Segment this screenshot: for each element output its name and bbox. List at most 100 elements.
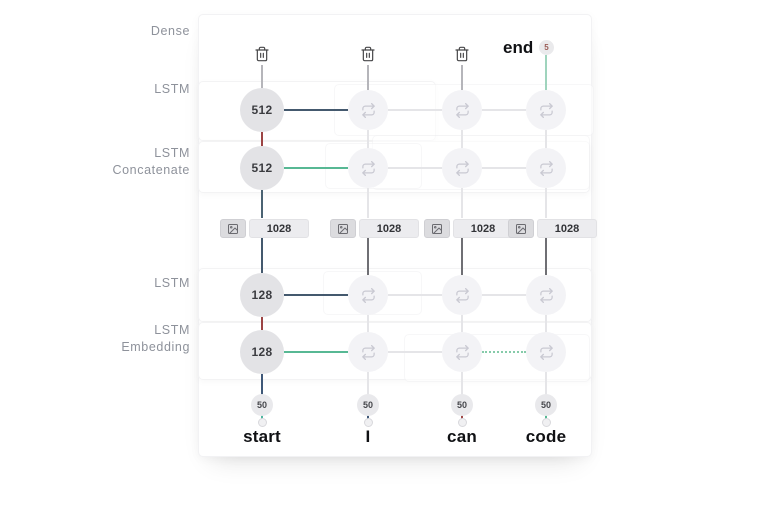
lstm-top-units-node[interactable]: 512 <box>240 88 284 132</box>
repeat-node[interactable] <box>348 148 388 188</box>
delete-column-2-button[interactable] <box>360 45 376 63</box>
repeat-icon <box>455 344 469 360</box>
connection-line <box>261 238 263 273</box>
repeat-node[interactable] <box>442 148 482 188</box>
connection-line <box>461 130 463 148</box>
connection-line <box>367 65 369 90</box>
repeat-node[interactable] <box>526 275 566 315</box>
repeat-node[interactable] <box>526 90 566 130</box>
connection-line <box>284 351 348 353</box>
connection-line <box>545 372 547 395</box>
layer-label-lstm-mid: LSTM <box>154 276 190 290</box>
connection-line <box>261 65 263 88</box>
repeat-icon <box>361 160 375 176</box>
embedding-units-node[interactable]: 128 <box>240 330 284 374</box>
connection-line <box>367 372 369 395</box>
connection-line <box>545 414 547 419</box>
layer-label-concat-1: LSTM <box>154 146 190 160</box>
layer-label-dense: Dense <box>150 24 190 38</box>
connection-line <box>388 351 442 353</box>
repeat-icon <box>361 102 375 118</box>
input-token-node[interactable] <box>542 418 551 427</box>
connection-line <box>545 130 547 148</box>
image-icon <box>338 223 348 234</box>
repeat-icon <box>361 287 375 303</box>
layer-label-embedding-2: Embedding <box>121 340 190 354</box>
repeat-icon <box>361 344 375 360</box>
dense-size-badge: 1028 <box>220 219 309 238</box>
input-word-1: start <box>243 427 281 446</box>
connection-line <box>261 374 263 395</box>
embedding-dim-node[interactable]: 50 <box>535 394 557 416</box>
connection-line <box>461 372 463 395</box>
image-icon[interactable] <box>508 219 534 238</box>
delete-column-1-button[interactable] <box>254 45 270 63</box>
embedding-dim-node[interactable]: 50 <box>357 394 379 416</box>
connection-line <box>261 190 263 218</box>
connection-line <box>461 188 463 218</box>
input-word-3: can <box>447 427 477 446</box>
repeat-node[interactable] <box>442 332 482 372</box>
connection-line <box>388 109 442 111</box>
connection-line <box>461 238 463 275</box>
repeat-icon <box>539 344 553 360</box>
input-word-2: I <box>365 427 371 446</box>
connection-line <box>545 315 547 332</box>
dense-size-value: 1028 <box>249 219 309 238</box>
repeat-icon <box>455 287 469 303</box>
layer-label-lstm-top: LSTM <box>154 82 190 96</box>
connection-line <box>367 414 369 419</box>
connection-line <box>388 294 442 296</box>
input-token-node[interactable] <box>458 418 467 427</box>
delete-column-3-button[interactable] <box>454 45 470 63</box>
connection-line <box>461 414 463 419</box>
connection-line <box>461 65 463 90</box>
trash-icon <box>255 46 269 62</box>
input-token-node[interactable] <box>364 418 373 427</box>
concat-units-node[interactable]: 512 <box>240 146 284 190</box>
connection-line <box>461 315 463 332</box>
connection-line <box>261 414 263 419</box>
connection-line <box>367 238 369 275</box>
connection-line <box>284 109 348 111</box>
image-icon[interactable] <box>220 219 246 238</box>
image-icon <box>228 223 238 234</box>
end-count-node[interactable]: 5 <box>539 40 554 55</box>
connection-line <box>261 132 263 146</box>
repeat-node[interactable] <box>348 332 388 372</box>
image-icon <box>432 223 442 234</box>
image-icon[interactable] <box>330 219 356 238</box>
repeat-node[interactable] <box>526 148 566 188</box>
trash-icon <box>361 46 375 62</box>
connection-line <box>367 188 369 218</box>
repeat-icon <box>539 160 553 176</box>
connection-line <box>284 294 348 296</box>
layer-label-embedding-1: LSTM <box>154 323 190 337</box>
lstm-mid-units-node[interactable]: 128 <box>240 273 284 317</box>
end-word-label: end <box>503 38 534 57</box>
image-icon[interactable] <box>424 219 450 238</box>
dense-size-badge: 1028 <box>424 219 513 238</box>
repeat-node[interactable] <box>348 275 388 315</box>
dense-size-value: 1028 <box>453 219 513 238</box>
connection-line <box>367 315 369 332</box>
repeat-node[interactable] <box>348 90 388 130</box>
connection-line <box>284 167 348 169</box>
embedding-dim-node[interactable]: 50 <box>451 394 473 416</box>
dense-size-value: 1028 <box>537 219 597 238</box>
connection-line <box>388 167 442 169</box>
repeat-node[interactable] <box>442 275 482 315</box>
connection-line <box>545 238 547 275</box>
input-token-node[interactable] <box>258 418 267 427</box>
connection-line <box>482 294 526 296</box>
repeat-icon <box>539 287 553 303</box>
repeat-icon <box>539 102 553 118</box>
trash-icon <box>455 46 469 62</box>
image-icon <box>516 223 526 234</box>
connection-line <box>545 55 547 90</box>
repeat-node[interactable] <box>442 90 482 130</box>
embedding-dim-node[interactable]: 50 <box>251 394 273 416</box>
repeat-node[interactable] <box>526 332 566 372</box>
layer-label-concat-2: Concatenate <box>112 163 190 177</box>
